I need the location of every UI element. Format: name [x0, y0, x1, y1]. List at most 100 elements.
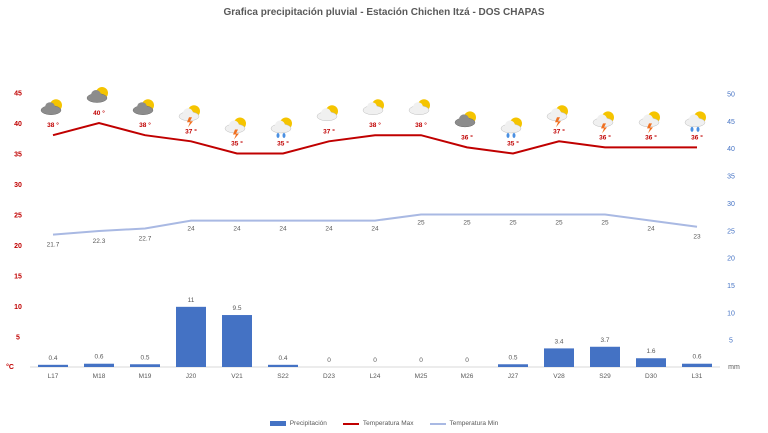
tmin-value-label: 25	[463, 220, 471, 227]
precip-swatch	[269, 421, 286, 426]
legend-label-tmin: Temperatura Min	[449, 420, 499, 427]
tmin-value-label: 22.7	[139, 236, 152, 243]
tmin-swatch	[429, 422, 446, 425]
x-axis-label: V28	[553, 373, 565, 380]
tmax-value-label: 35 °	[507, 140, 519, 148]
right-axis-tick: 25	[727, 228, 735, 235]
storm-sun-icon	[546, 105, 568, 128]
tmax-swatch	[342, 422, 359, 425]
tmin-value-label: 25	[601, 220, 609, 227]
right-axis-tick: 30	[727, 201, 735, 208]
right-axis-tick: 15	[727, 283, 735, 290]
precip-value-label: 9.5	[232, 305, 241, 312]
tmax-value-label: 36 °	[461, 133, 473, 141]
right-axis-tick: 40	[727, 146, 735, 153]
tmin-value-label: 24	[279, 226, 287, 233]
left-axis-tick: 30	[14, 182, 22, 189]
tmin-value-label: 24	[233, 226, 241, 233]
left-axis-tick: 5	[16, 335, 20, 342]
precip-value-label: 0.5	[508, 354, 517, 361]
precip-bar[interactable]	[222, 315, 252, 367]
x-axis-label: D23	[323, 373, 335, 380]
x-axis-label: L31	[692, 373, 703, 380]
precip-bar[interactable]	[130, 364, 160, 367]
precip-value-label: 0	[419, 357, 423, 364]
tmax-value-label: 37 °	[185, 127, 197, 135]
right-axis-tick: 10	[727, 310, 735, 317]
tmax-value-label: 38 °	[369, 121, 381, 129]
cloudy-sun-icon	[40, 99, 62, 115]
x-axis-label: S22	[277, 373, 289, 380]
storm-sun-icon	[224, 117, 246, 140]
left-axis-tick: 15	[14, 274, 22, 281]
partly-cloudy-icon	[316, 105, 338, 122]
x-axis-label: J20	[186, 373, 197, 380]
tmax-line[interactable]	[52, 121, 697, 155]
tmax-value-label: 37 °	[553, 127, 565, 135]
precip-value-label: 3.7	[600, 337, 609, 344]
left-axis-tick: 45	[14, 91, 22, 98]
tmax-value-label: 36 °	[691, 133, 703, 141]
precip-bar[interactable]	[590, 346, 620, 367]
right-axis-tick: 5	[729, 338, 733, 345]
tmin-value-label: 25	[555, 220, 563, 227]
precip-bar[interactable]	[38, 364, 68, 367]
legend: Precipitación Temperatura Max Temperatur…	[0, 420, 768, 427]
tmin-value-label: 25	[509, 220, 517, 227]
x-axis-label: L17	[48, 373, 59, 380]
legend-item-tmax[interactable]: Temperatura Max	[342, 420, 414, 427]
cloudy-sun-icon	[132, 99, 154, 115]
x-axis-label: D30	[645, 373, 657, 380]
legend-item-tmin[interactable]: Temperatura Min	[429, 420, 499, 427]
x-axis-label: S29	[599, 373, 611, 380]
x-axis-label: M25	[415, 373, 428, 380]
precip-bar[interactable]	[498, 364, 528, 367]
precip-value-label: 0	[373, 357, 377, 364]
x-axis-label: M18	[93, 373, 106, 380]
legend-label-tmax: Temperatura Max	[362, 420, 414, 427]
precip-bar[interactable]	[84, 363, 114, 367]
tmin-line[interactable]	[52, 213, 698, 236]
precip-bar[interactable]	[544, 348, 574, 367]
precip-bar[interactable]	[176, 306, 206, 367]
rain-sun-icon	[270, 117, 292, 138]
tmax-value-label: 36 °	[599, 133, 611, 141]
precip-value-label: 0	[327, 357, 331, 364]
chart-title: Grafica precipitación pluvial - Estación…	[223, 7, 545, 18]
tmax-value-label: 37 °	[323, 127, 335, 135]
x-axis-label: V21	[231, 373, 243, 380]
x-axis-label: M26	[461, 373, 474, 380]
storm-sun-icon	[178, 105, 200, 128]
right-axis-unit: mm	[728, 364, 740, 371]
storm-sun-icon	[638, 111, 660, 134]
storm-sun-icon	[592, 111, 614, 134]
rain-sun-icon	[684, 111, 706, 132]
x-axis-label: J27	[508, 373, 519, 380]
precip-value-label: 0.6	[692, 354, 701, 361]
precip-bar[interactable]	[268, 364, 298, 367]
x-axis-label: L24	[370, 373, 381, 380]
legend-label-precip: Precipitación	[289, 420, 327, 427]
legend-item-precip[interactable]: Precipitación	[269, 420, 327, 427]
precip-value-label: 0.4	[278, 355, 287, 362]
right-axis-tick: 50	[727, 92, 735, 99]
precip-value-label: 0.5	[140, 354, 149, 361]
tmin-value-label: 24	[647, 226, 655, 233]
precip-bar[interactable]	[682, 363, 712, 367]
precip-value-label: 11	[188, 297, 195, 304]
precip-value-label: 0.6	[94, 354, 103, 361]
precip-value-label: 3.4	[554, 338, 563, 345]
precip-bar[interactable]	[636, 358, 666, 367]
tmin-value-label: 24	[325, 226, 333, 233]
x-axis-label: M19	[139, 373, 152, 380]
left-axis-tick: 25	[14, 213, 22, 220]
left-axis-tick: 10	[14, 304, 22, 311]
tmax-value-label: 35 °	[231, 140, 243, 148]
tmax-value-label: 35 °	[277, 140, 289, 148]
tmin-value-label: 24	[371, 226, 379, 233]
partly-cloudy-icon	[408, 99, 430, 115]
tmin-value-label: 22.3	[93, 238, 106, 245]
tmax-value-label: 38 °	[47, 121, 59, 129]
right-axis-tick: 45	[727, 119, 735, 126]
precip-value-label: 0.4	[48, 355, 57, 362]
